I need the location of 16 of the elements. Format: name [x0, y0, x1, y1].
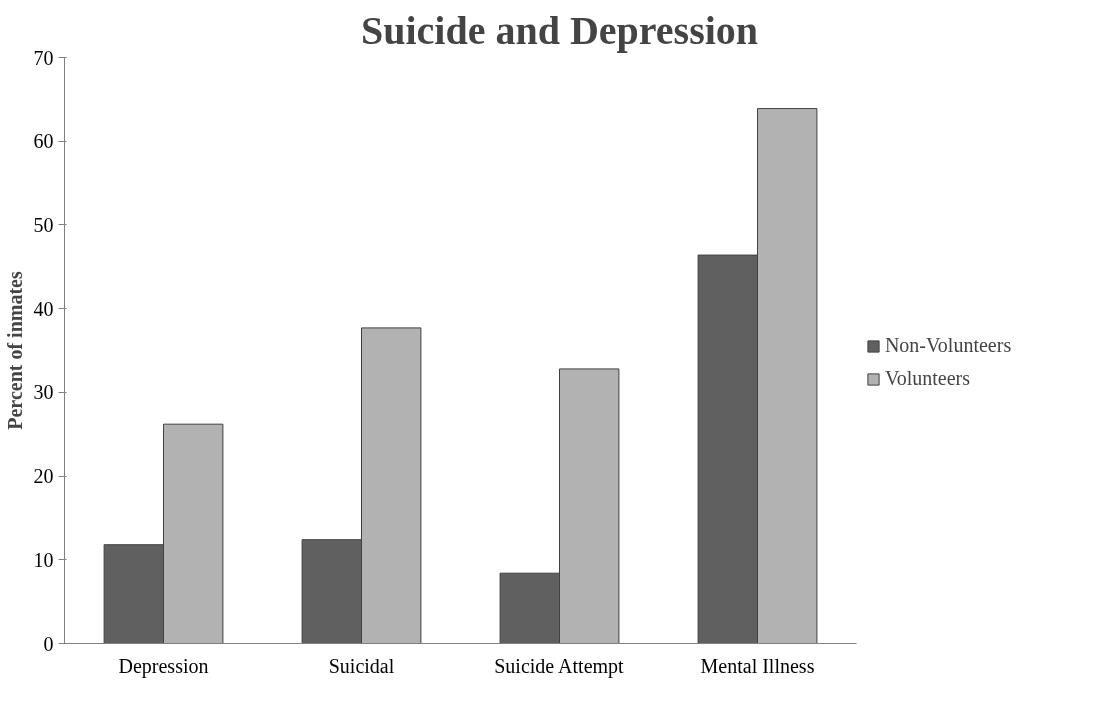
chart-title: Suicide and Depression [360, 7, 759, 53]
y-tick-label: 50 [33, 213, 54, 236]
y-tick-label: 10 [33, 548, 54, 571]
x-tick-label: Suicidal [328, 654, 395, 677]
legend-label: Non-Volunteers [884, 334, 1012, 357]
legend-label: Volunteers [884, 367, 971, 390]
y-tick-label: 70 [33, 46, 54, 69]
x-tick-label: Depression [118, 654, 209, 678]
y-tick-label: 30 [33, 381, 54, 404]
y-axis-title: Percent of inmates [3, 271, 26, 430]
y-tick-label: 40 [33, 297, 54, 320]
x-tick-label: Suicide Attempt [494, 654, 625, 678]
x-tick-label: Mental Illness [700, 654, 815, 677]
y-tick-label: 60 [33, 130, 54, 153]
y-tick-label: 20 [33, 465, 54, 488]
y-tick-label: 0 [43, 632, 54, 655]
